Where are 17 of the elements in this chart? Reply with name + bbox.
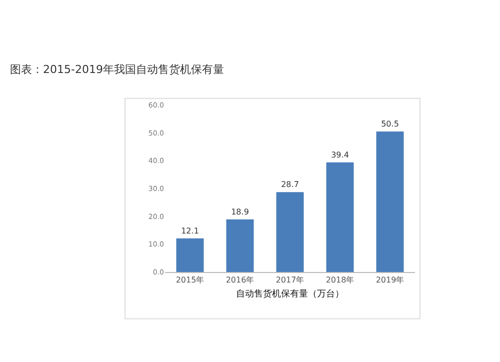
bar xyxy=(326,162,354,272)
x-axis-title: 自动售货机保有量（万台） xyxy=(236,288,344,300)
bar xyxy=(226,219,254,272)
x-tick-label: 2019年 xyxy=(376,276,404,285)
chart-title: 图表：2015-2019年我国自动售货机保有量 xyxy=(10,62,224,76)
x-tick-label: 2015年 xyxy=(176,276,204,285)
data-label: 50.5 xyxy=(381,119,399,128)
bar xyxy=(276,192,304,272)
x-tick-label: 2017年 xyxy=(276,276,304,285)
x-tick-label: 2016年 xyxy=(226,276,254,285)
data-label: 12.1 xyxy=(181,226,199,236)
bar xyxy=(176,238,204,272)
data-label: 39.4 xyxy=(331,150,349,160)
data-label: 18.9 xyxy=(231,207,249,216)
bar xyxy=(376,131,404,272)
data-label: 28.7 xyxy=(281,180,299,190)
x-tick-label: 2018年 xyxy=(326,276,354,285)
